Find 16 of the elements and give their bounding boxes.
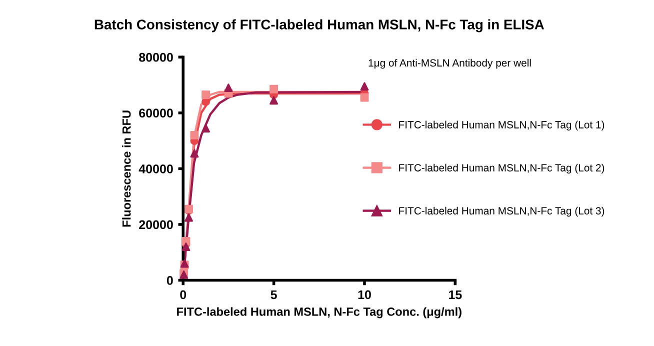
y-tick-label: 80000 bbox=[139, 52, 173, 62]
legend-label: FITC-labeled Human MSLN,N-Fc Tag (Lot 2) bbox=[399, 164, 604, 174]
x-tick-label: 15 bbox=[449, 290, 462, 300]
y-tick-label: 20000 bbox=[139, 220, 173, 230]
annotation: 1μg of Anti-MSLN Antibody per well bbox=[368, 58, 531, 69]
y-tick-label: 60000 bbox=[139, 108, 173, 118]
y-tick-label: 0 bbox=[166, 276, 173, 285]
x-axis-title: FITC-labeled Human MSLN, N-Fc Tag Conc. (μg/ml) bbox=[177, 307, 462, 318]
x-tick-label: 10 bbox=[358, 290, 371, 300]
legend-label: FITC-labeled Human MSLN,N-Fc Tag (Lot 1) bbox=[399, 120, 604, 130]
x-tick-label: 5 bbox=[270, 290, 277, 300]
chart-title: Batch Consistency of FITC-labeled Human MSLN, N-Fc Tag in ELISA bbox=[94, 19, 544, 32]
y-axis-title: Fluorescence in RFU bbox=[122, 110, 131, 227]
legend-label: FITC-labeled Human MSLN,N-Fc Tag (Lot 3) bbox=[399, 206, 604, 217]
x-tick-label: 0 bbox=[180, 290, 186, 300]
y-tick-label: 40000 bbox=[138, 164, 173, 174]
